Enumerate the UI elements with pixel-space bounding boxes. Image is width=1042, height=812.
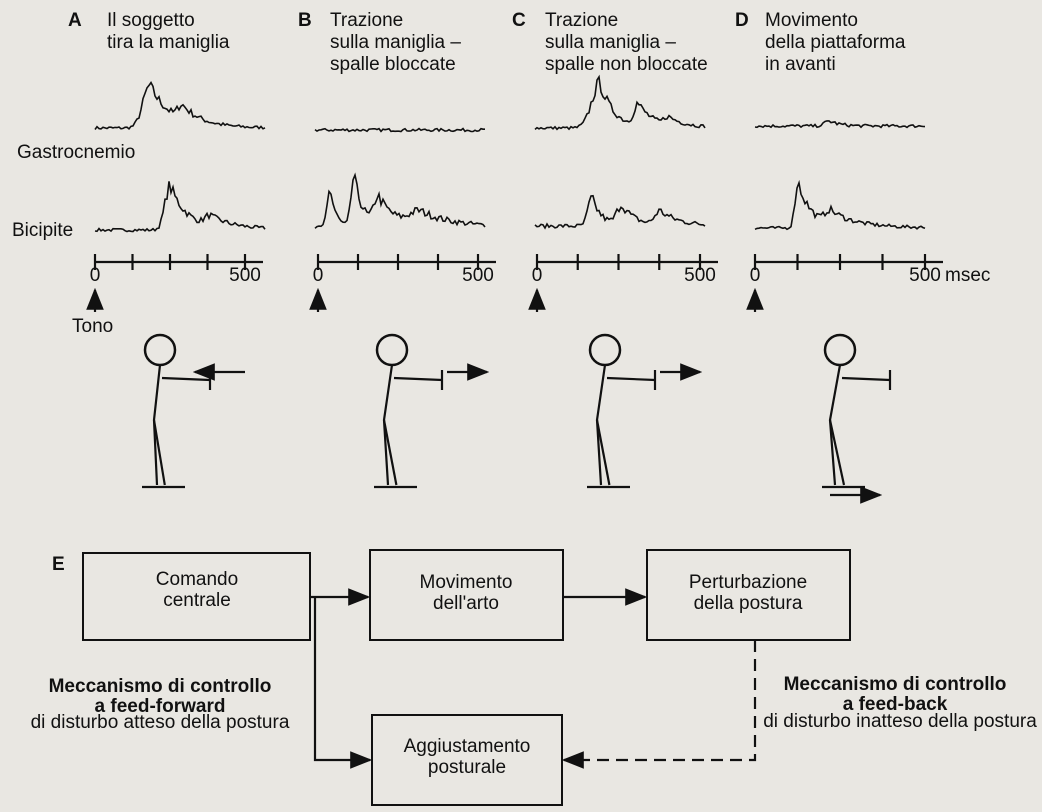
axis-label: 500 [684, 265, 716, 286]
panel-title: sulla maniglia – [545, 32, 676, 53]
axis-unit: msec [945, 265, 990, 286]
panel-letter: B [298, 10, 312, 31]
panel-title: Il soggetto [107, 10, 195, 31]
mechanism-subtitle: di disturbo inatteso della postura [763, 711, 1037, 732]
axis-label: 500 [462, 265, 494, 286]
figure: AIl soggettotira la manigliaBTrazionesul… [0, 0, 1042, 812]
panel-title: Movimento [765, 10, 858, 31]
box-label: Comando [156, 569, 238, 590]
panel-letter: A [68, 10, 82, 31]
axis-label: 0 [532, 265, 543, 286]
mechanism-title: Meccanismo di controllo [784, 674, 1007, 695]
panel-title: sulla maniglia – [330, 32, 461, 53]
panel-letter: C [512, 10, 526, 31]
panel-title: spalle non bloccate [545, 54, 708, 75]
muscle-label: Bicipite [12, 220, 73, 241]
panel-title: Trazione [545, 10, 618, 31]
box-label: posturale [428, 757, 506, 778]
box-label: Movimento [420, 572, 513, 593]
mechanism-subtitle: di disturbo atteso della postura [31, 712, 290, 733]
tone-label: Tono [72, 316, 113, 337]
panel-letter: E [52, 554, 65, 575]
panel-title: in avanti [765, 54, 836, 75]
muscle-label: Gastrocnemio [17, 142, 135, 163]
box-label: della postura [694, 593, 803, 614]
panel-title: spalle bloccate [330, 54, 456, 75]
axis-label: 500 [909, 265, 941, 286]
panel-title: della piattaforma [765, 32, 906, 53]
box-label: Perturbazione [689, 572, 807, 593]
axis-label: 0 [313, 265, 324, 286]
panel-title: Trazione [330, 10, 403, 31]
panel-title: tira la maniglia [107, 32, 230, 53]
axis-label: 500 [229, 265, 261, 286]
mechanism-title: Meccanismo di controllo [49, 676, 272, 697]
box-label: dell'arto [433, 593, 499, 614]
axis-label: 0 [90, 265, 101, 286]
panel-letter: D [735, 10, 749, 31]
box-label: Aggiustamento [404, 736, 531, 757]
axis-label: 0 [750, 265, 761, 286]
box-label: centrale [163, 590, 231, 611]
